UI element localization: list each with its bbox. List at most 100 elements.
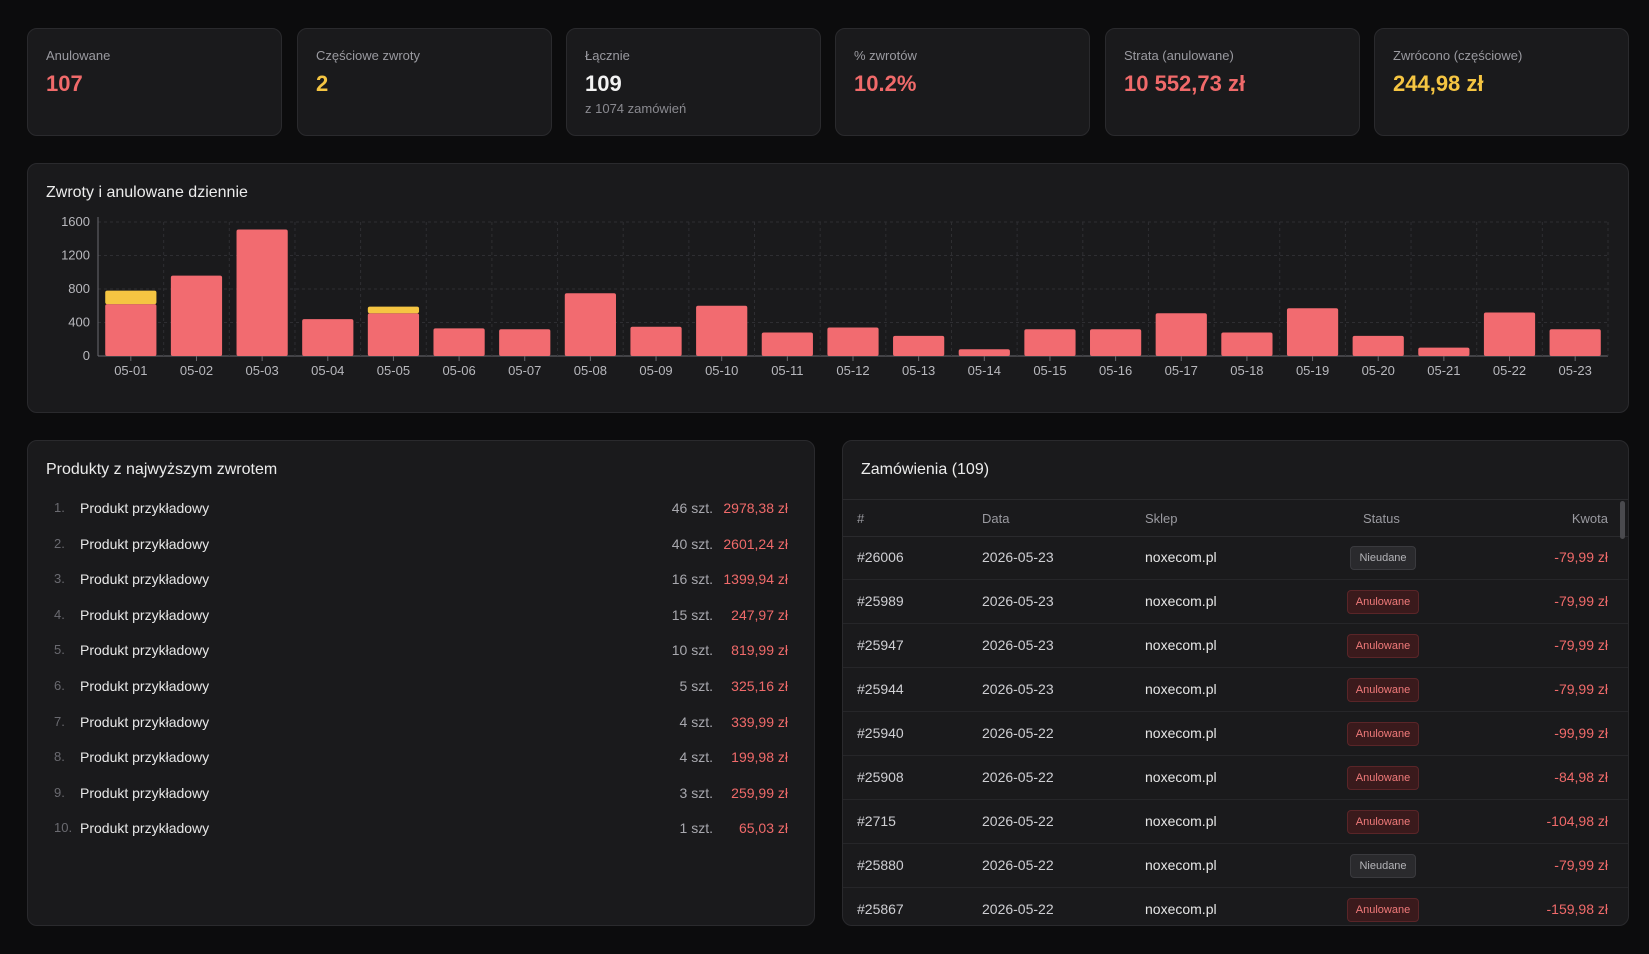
orders-table-header: # Data Sklep Status Kwota [843, 499, 1628, 537]
stat-value: 107 [46, 71, 83, 96]
order-amount: -79,99 zł [1554, 857, 1608, 873]
product-row[interactable]: 10. Produkt przykładowy 1 szt. 65,03 zł [46, 812, 788, 848]
stat-value: 10 552,73 zł [1124, 71, 1246, 96]
x-tick-label: 05-01 [114, 363, 147, 378]
order-row[interactable]: #25940 2026-05-22 noxecom.pl Anulowane -99,9… [843, 712, 1628, 756]
bar [696, 305, 748, 356]
stat-value: 10.2% [854, 71, 917, 96]
x-tick-label: 05-16 [1099, 363, 1132, 378]
product-row[interactable]: 5. Produkt przykładowy 10 szt. 819,99 zł [46, 634, 788, 670]
order-status-cell: Anulowane [1328, 634, 1438, 658]
product-row[interactable]: 8. Produkt przykładowy 4 szt. 199,98 zł [46, 741, 788, 777]
order-id[interactable]: #25989 [857, 593, 904, 609]
product-amount: 247,97 zł [731, 606, 788, 623]
order-date: 2026-05-22 [982, 769, 1054, 785]
product-amount: 819,99 zł [731, 642, 788, 659]
order-row[interactable]: #2715 2026-05-22 noxecom.pl Anulowane -104,9… [843, 800, 1628, 844]
product-row[interactable]: 6. Produkt przykładowy 5 szt. 325,16 zł [46, 670, 788, 706]
bar [1352, 335, 1404, 356]
order-shop: noxecom.pl [1145, 857, 1217, 873]
order-status-cell: Anulowane [1328, 678, 1438, 702]
x-tick-label: 05-22 [1493, 363, 1526, 378]
bar [367, 306, 420, 314]
product-qty: 40 szt. [671, 535, 713, 552]
order-id[interactable]: #25867 [857, 901, 904, 917]
col-header-date[interactable]: Data [982, 511, 1010, 526]
order-status-cell: Nieudane [1328, 854, 1438, 878]
product-row[interactable]: 4. Produkt przykładowy 15 szt. 247,97 zł [46, 599, 788, 635]
x-tick-label: 05-04 [311, 363, 344, 378]
order-id[interactable]: #25908 [857, 769, 904, 785]
y-tick-label: 800 [68, 281, 90, 296]
product-row[interactable]: 9. Produkt przykładowy 3 szt. 259,99 zł [46, 777, 788, 813]
col-header-id[interactable]: # [857, 511, 865, 526]
stat-label: Łącznie [585, 48, 630, 63]
bar [1483, 312, 1536, 356]
bar [1221, 332, 1273, 356]
product-row[interactable]: 2. Produkt przykładowy 40 szt. 2601,24 zł [46, 528, 788, 564]
x-tick-label: 05-19 [1296, 363, 1329, 378]
col-header-amount[interactable]: Kwota [1571, 511, 1608, 526]
order-id[interactable]: #25880 [857, 857, 904, 873]
bar [1418, 347, 1470, 356]
orders-scrollbar[interactable] [1620, 501, 1625, 539]
order-date: 2026-05-22 [982, 725, 1054, 741]
order-date: 2026-05-23 [982, 549, 1054, 565]
order-shop: noxecom.pl [1145, 769, 1217, 785]
chart-title: Zwroty i anulowane dziennie [46, 184, 248, 201]
product-name: Produkt przykładowy [80, 642, 210, 659]
order-row[interactable]: #25944 2026-05-23 noxecom.pl Anulowane -79,9… [843, 668, 1628, 712]
product-row[interactable]: 7. Produkt przykładowy 4 szt. 339,99 zł [46, 706, 788, 742]
order-row[interactable]: #26006 2026-05-23 noxecom.pl Nieudane -79,99… [843, 536, 1628, 580]
x-tick-label: 05-06 [442, 363, 475, 378]
bar [1155, 313, 1207, 356]
product-name: Produkt przykładowy [80, 820, 210, 837]
order-row[interactable]: #25989 2026-05-23 noxecom.pl Anulowane -79,9… [843, 580, 1628, 624]
col-header-status[interactable]: Status [1363, 511, 1400, 526]
bar [893, 335, 945, 356]
order-amount: -79,99 zł [1554, 593, 1608, 609]
product-rank: 10. [54, 820, 73, 836]
col-header-shop[interactable]: Sklep [1145, 511, 1178, 526]
order-id[interactable]: #2715 [857, 813, 896, 829]
stat-subtext: z 1074 zamówień [585, 101, 687, 116]
product-qty: 5 szt. [679, 677, 713, 694]
product-row[interactable]: 1. Produkt przykładowy 46 szt. 2978,38 zł [46, 492, 788, 528]
stat-label: Częściowe zwroty [316, 48, 421, 63]
status-badge: Anulowane [1346, 634, 1420, 658]
bar [499, 329, 551, 356]
order-id[interactable]: #25940 [857, 725, 904, 741]
product-rank: 8. [54, 749, 65, 765]
order-id[interactable]: #25944 [857, 681, 904, 697]
status-badge: Anulowane [1346, 590, 1420, 614]
order-id[interactable]: #26006 [857, 549, 904, 565]
bar [958, 349, 1010, 356]
product-qty: 4 szt. [679, 749, 713, 766]
order-amount: -79,99 zł [1554, 681, 1608, 697]
bar [761, 332, 813, 356]
x-tick-label: 05-14 [968, 363, 1001, 378]
x-tick-label: 05-17 [1165, 363, 1198, 378]
bar [302, 319, 354, 356]
stat-value: 109 [585, 71, 622, 96]
order-row[interactable]: #25947 2026-05-23 noxecom.pl Anulowane -79,9… [843, 624, 1628, 668]
status-badge: Anulowane [1346, 810, 1420, 834]
bar [564, 293, 616, 356]
order-row[interactable]: #25867 2026-05-22 noxecom.pl Anulowane -159,… [843, 888, 1628, 925]
x-tick-label: 05-12 [836, 363, 869, 378]
x-tick-label: 05-15 [1033, 363, 1066, 378]
product-row[interactable]: 3. Produkt przykładowy 16 szt. 1399,94 zł [46, 563, 788, 599]
product-rank: 2. [54, 535, 65, 551]
status-badge: Nieudane [1350, 854, 1416, 878]
x-tick-label: 05-10 [705, 363, 738, 378]
order-row[interactable]: #25908 2026-05-22 noxecom.pl Anulowane -84,9… [843, 756, 1628, 800]
product-name: Produkt przykładowy [80, 677, 210, 694]
product-qty: 15 szt. [671, 606, 713, 623]
product-qty: 1 szt. [679, 820, 713, 837]
order-id[interactable]: #25947 [857, 637, 904, 653]
stat-label: Zwrócono (częściowe) [1393, 48, 1523, 63]
product-name: Produkt przykładowy [80, 606, 210, 623]
product-rank: 3. [54, 571, 65, 587]
order-row[interactable]: #25880 2026-05-22 noxecom.pl Nieudane -79,99… [843, 844, 1628, 888]
bar [1286, 308, 1339, 356]
